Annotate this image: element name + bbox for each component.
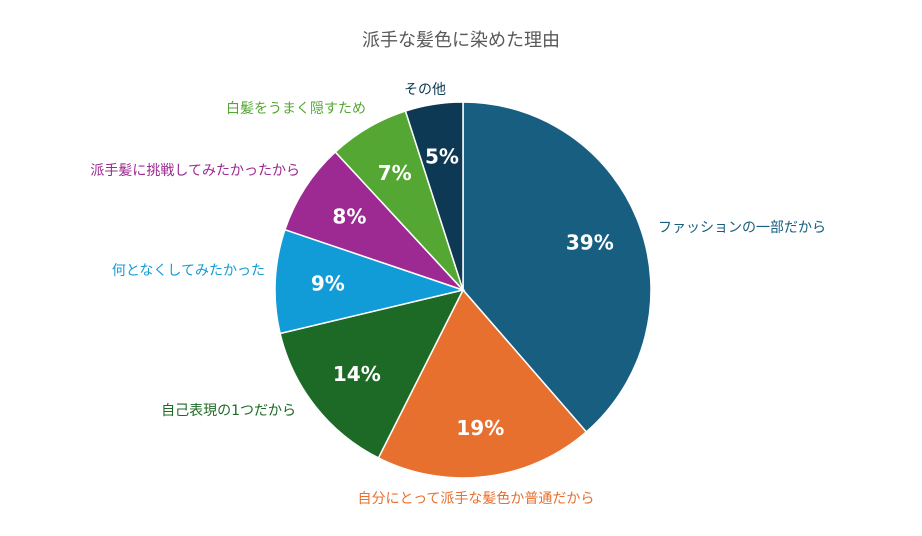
pie-percent-label-6: 7%: [378, 161, 412, 185]
pie-percent-label-1: 39%: [566, 231, 614, 255]
chart-title: 派手な髪色に染めた理由: [362, 30, 560, 51]
pie-category-label-3: 自己表現の1つだから: [161, 403, 296, 419]
pie-percent-labels: 39% 19% 14% 9% 8% 7% 5%: [311, 144, 614, 440]
pie-category-label-5: 派手髪に挑戦してみたかったから: [90, 163, 300, 179]
pie-slice-5: [283, 150, 464, 291]
pie-percent-label-7: 5%: [425, 144, 459, 168]
pie-category-label-2: 自分にとって派手な髪色か普通だから: [358, 490, 595, 507]
pie-percent-label-3: 14%: [333, 362, 381, 386]
pie-slices: [274, 101, 652, 479]
pie-percent-label-2: 19%: [456, 416, 504, 440]
pie-slice-1: [462, 101, 652, 433]
pie-category-label-1: ファッションの一部だから: [658, 220, 826, 236]
pie-slice-4: [274, 228, 466, 335]
pie-category-label-6: 白髪をうまく隠すため: [226, 101, 366, 117]
pie-category-label-7: その他: [404, 82, 446, 98]
pie-percent-label-5: 8%: [332, 204, 366, 228]
pie-percent-label-4: 9%: [311, 272, 345, 296]
pie-category-label-4: 何となくしてみたかった: [112, 263, 265, 279]
pie-slice-3: [279, 288, 465, 459]
pie-slice-7: [404, 101, 464, 291]
pie-slice-2: [377, 288, 588, 479]
